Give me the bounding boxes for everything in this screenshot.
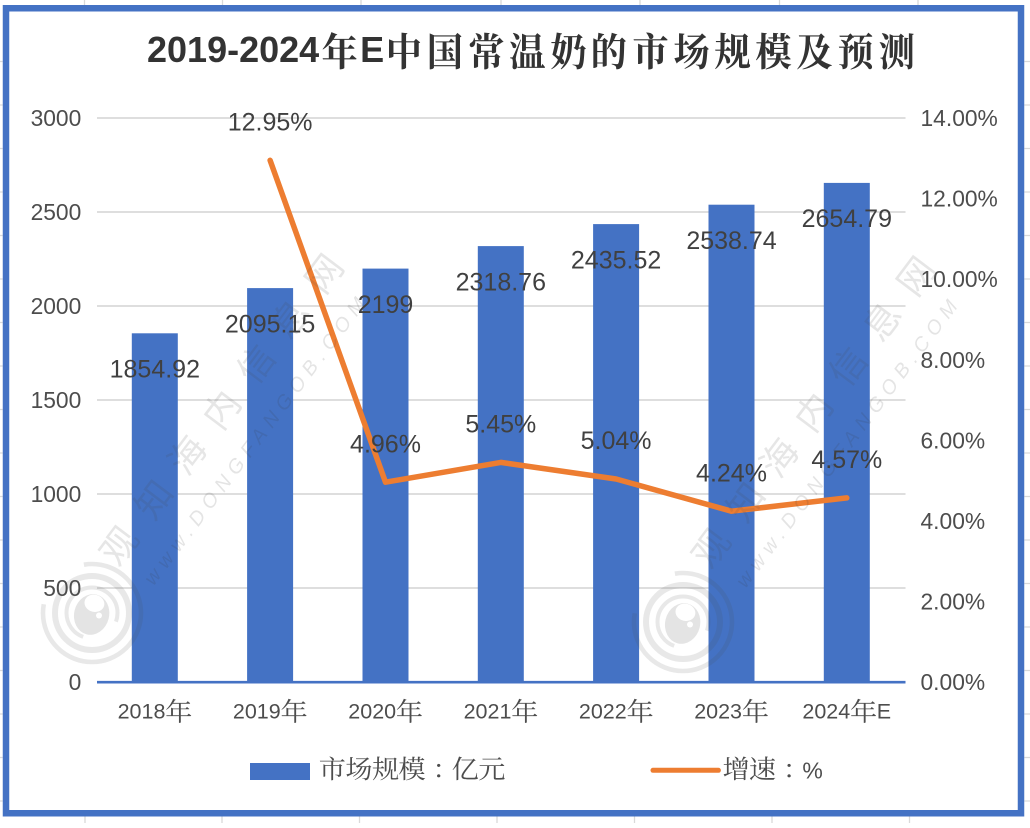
svg-text:2654.79: 2654.79 — [802, 205, 892, 233]
svg-text:6.00%: 6.00% — [921, 427, 986, 453]
svg-text:14.00%: 14.00% — [921, 105, 998, 131]
svg-text:E: E — [877, 699, 891, 723]
svg-text:4.57%: 4.57% — [811, 446, 882, 474]
svg-text:10.00%: 10.00% — [921, 266, 998, 292]
svg-text:2021: 2021 — [464, 699, 512, 723]
svg-text:2018: 2018 — [118, 699, 166, 723]
svg-text:2019: 2019 — [233, 699, 281, 723]
svg-text:E: E — [360, 29, 384, 70]
svg-text:12.95%: 12.95% — [228, 109, 313, 137]
svg-text:2095.15: 2095.15 — [225, 310, 315, 338]
svg-text:2000: 2000 — [31, 293, 82, 319]
svg-text:2199: 2199 — [358, 291, 414, 319]
svg-text:2435.52: 2435.52 — [571, 246, 661, 274]
svg-text:1500: 1500 — [31, 387, 82, 413]
svg-text:2022: 2022 — [579, 699, 627, 723]
svg-text:2019-2024: 2019-2024 — [147, 29, 319, 70]
svg-text:2024: 2024 — [802, 699, 850, 723]
svg-text:4.24%: 4.24% — [696, 459, 767, 487]
svg-text:1854.92: 1854.92 — [110, 356, 200, 384]
svg-text:5.04%: 5.04% — [581, 427, 652, 455]
svg-text:%: % — [802, 758, 822, 784]
svg-text:2023: 2023 — [694, 699, 742, 723]
svg-text:0: 0 — [69, 669, 82, 695]
svg-text:5.45%: 5.45% — [465, 411, 536, 439]
svg-text:3000: 3000 — [31, 105, 82, 131]
svg-text:2538.74: 2538.74 — [686, 227, 776, 255]
svg-text:2500: 2500 — [31, 199, 82, 225]
svg-text:8.00%: 8.00% — [921, 347, 986, 373]
svg-text:2.00%: 2.00% — [921, 589, 986, 615]
svg-text:500: 500 — [43, 575, 81, 601]
svg-text:2020: 2020 — [348, 699, 396, 723]
svg-text:12.00%: 12.00% — [921, 186, 998, 212]
svg-text:2318.76: 2318.76 — [456, 268, 546, 296]
svg-text:4.00%: 4.00% — [921, 508, 986, 534]
svg-text:0.00%: 0.00% — [921, 669, 986, 695]
svg-text:1000: 1000 — [31, 481, 82, 507]
svg-text:4.96%: 4.96% — [350, 430, 421, 458]
